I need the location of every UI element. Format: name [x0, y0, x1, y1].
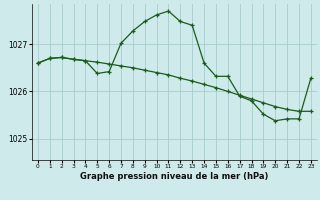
X-axis label: Graphe pression niveau de la mer (hPa): Graphe pression niveau de la mer (hPa): [80, 172, 268, 181]
